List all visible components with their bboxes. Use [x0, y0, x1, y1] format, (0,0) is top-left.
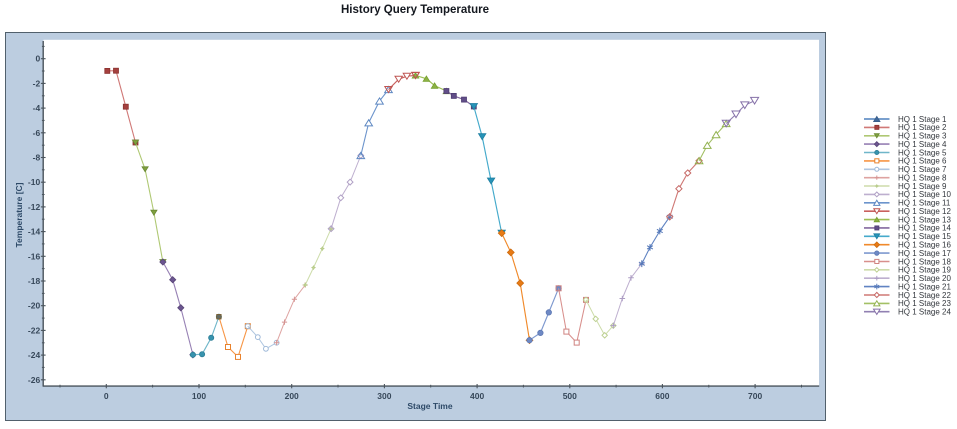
svg-text:HQ 1 Stage 23: HQ 1 Stage 23 — [898, 299, 951, 308]
svg-text:HQ 1 Stage 22: HQ 1 Stage 22 — [898, 291, 951, 300]
svg-text:HQ 1 Stage 9: HQ 1 Stage 9 — [898, 182, 947, 191]
svg-text:-8: -8 — [33, 153, 41, 163]
svg-text:HQ 1 Stage 8: HQ 1 Stage 8 — [898, 174, 947, 183]
svg-text:100: 100 — [192, 391, 206, 401]
svg-text:700: 700 — [748, 391, 762, 401]
svg-text:HQ 1 Stage 5: HQ 1 Stage 5 — [898, 148, 947, 157]
svg-text:Stage Time: Stage Time — [407, 401, 452, 411]
svg-text:History Query Temperature: History Query Temperature — [341, 4, 489, 16]
svg-text:HQ 1 Stage 1: HQ 1 Stage 1 — [898, 115, 947, 124]
svg-text:HQ 1 Stage 19: HQ 1 Stage 19 — [898, 266, 951, 275]
svg-text:-26: -26 — [28, 375, 41, 385]
svg-text:-18: -18 — [28, 276, 41, 286]
svg-text:HQ 1 Stage 21: HQ 1 Stage 21 — [898, 282, 951, 291]
svg-text:300: 300 — [377, 391, 391, 401]
svg-text:HQ 1 Stage 14: HQ 1 Stage 14 — [898, 224, 951, 233]
svg-text:HQ 1 Stage 11: HQ 1 Stage 11 — [898, 199, 951, 208]
svg-text:HQ 1 Stage 15: HQ 1 Stage 15 — [898, 232, 951, 241]
svg-text:400: 400 — [470, 391, 484, 401]
svg-text:HQ 1 Stage 16: HQ 1 Stage 16 — [898, 241, 951, 250]
svg-text:HQ 1 Stage 18: HQ 1 Stage 18 — [898, 257, 951, 266]
svg-text:-6: -6 — [33, 128, 41, 138]
svg-text:-24: -24 — [28, 350, 41, 360]
svg-text:HQ 1 Stage 7: HQ 1 Stage 7 — [898, 165, 947, 174]
svg-text:-22: -22 — [28, 325, 41, 335]
svg-text:HQ 1 Stage 24: HQ 1 Stage 24 — [898, 308, 951, 317]
svg-text:HQ 1 Stage 12: HQ 1 Stage 12 — [898, 207, 951, 216]
svg-text:200: 200 — [285, 391, 299, 401]
svg-text:HQ 1 Stage 3: HQ 1 Stage 3 — [898, 132, 947, 141]
svg-text:-20: -20 — [28, 301, 41, 311]
svg-text:HQ 1 Stage 20: HQ 1 Stage 20 — [898, 274, 951, 283]
svg-text:-2: -2 — [33, 78, 41, 88]
svg-text:HQ 1 Stage 2: HQ 1 Stage 2 — [898, 123, 947, 132]
svg-text:HQ 1 Stage 4: HQ 1 Stage 4 — [898, 140, 947, 149]
svg-text:-4: -4 — [33, 103, 41, 113]
svg-text:HQ 1 Stage 17: HQ 1 Stage 17 — [898, 249, 951, 258]
svg-text:HQ 1 Stage 10: HQ 1 Stage 10 — [898, 190, 951, 199]
svg-text:0: 0 — [35, 54, 40, 64]
svg-text:-12: -12 — [28, 202, 41, 212]
svg-text:-14: -14 — [28, 227, 41, 237]
svg-text:HQ 1 Stage 13: HQ 1 Stage 13 — [898, 215, 951, 224]
svg-text:600: 600 — [655, 391, 669, 401]
svg-text:-10: -10 — [28, 177, 41, 187]
svg-text:Temperature [C]: Temperature [C] — [14, 182, 24, 247]
svg-text:-16: -16 — [28, 251, 41, 261]
svg-text:HQ 1 Stage 6: HQ 1 Stage 6 — [898, 157, 947, 166]
svg-text:500: 500 — [563, 391, 577, 401]
svg-text:0: 0 — [104, 391, 109, 401]
